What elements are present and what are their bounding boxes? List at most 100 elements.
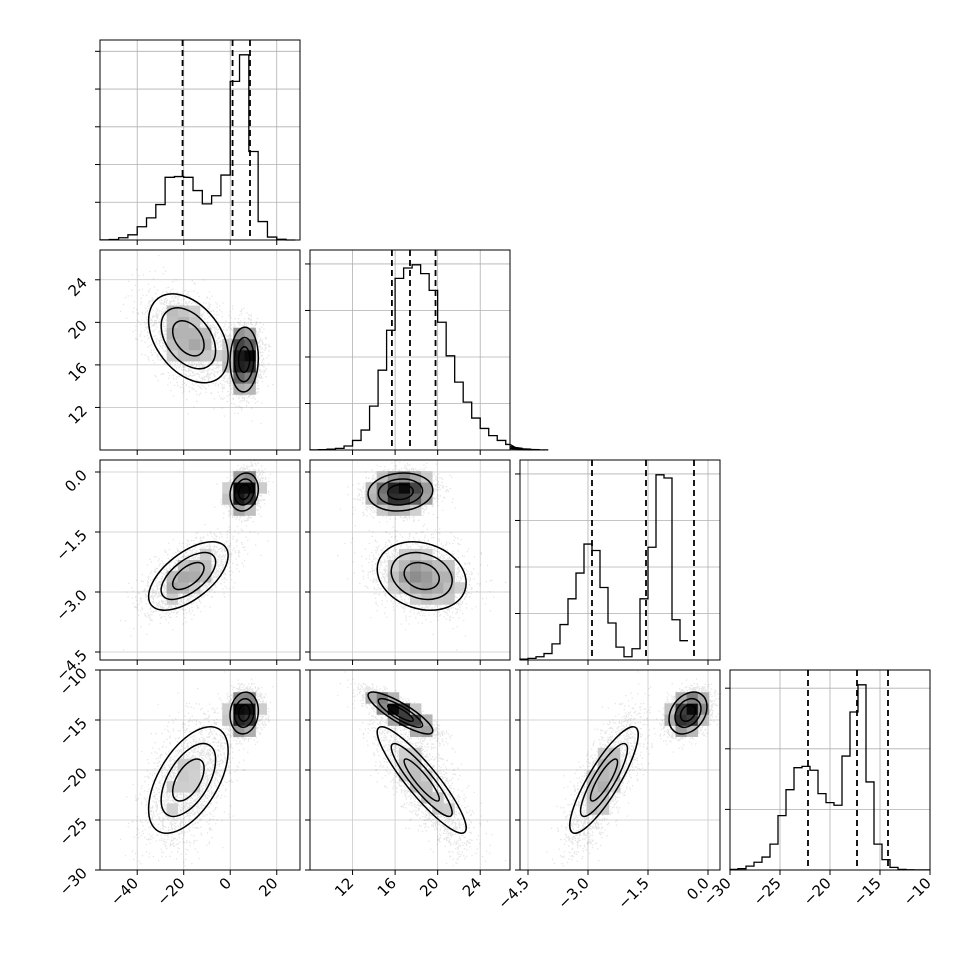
density-cell	[421, 792, 433, 804]
density-cell	[222, 493, 234, 505]
density-cell	[233, 714, 245, 726]
density-cell	[365, 692, 377, 704]
density-cell	[421, 482, 433, 494]
density-cell	[244, 692, 256, 704]
contour-line	[147, 293, 229, 384]
density-cell	[166, 781, 179, 793]
density-cell	[376, 482, 389, 494]
contour-line	[171, 319, 205, 357]
density-cell	[421, 781, 433, 793]
density-cell	[200, 560, 212, 572]
density-cell	[686, 703, 699, 715]
density-cell	[686, 714, 699, 726]
density-cell	[166, 571, 179, 583]
contour-line	[237, 483, 251, 501]
histogram-panel-4	[725, 669, 931, 871]
density-cell	[244, 493, 256, 505]
density-cell	[177, 582, 190, 594]
x-tick-label: 24	[459, 874, 485, 900]
contour-line	[403, 758, 441, 802]
contour-line	[233, 478, 255, 506]
contour-line	[160, 742, 217, 818]
density-cell	[421, 571, 433, 583]
density-cell	[410, 770, 422, 782]
density-cell	[244, 703, 256, 715]
contour-line	[229, 472, 260, 512]
density-cell	[398, 560, 411, 572]
density-cell	[410, 493, 422, 505]
density-cell	[376, 692, 389, 704]
x-tick-label: 20	[255, 874, 281, 900]
panel-grid: −30 −25 −20 −15 −10 12 16 20 24 −4.5 −3.0 −1.5 0.0 −4…	[52, 39, 935, 913]
density-cell	[177, 316, 190, 329]
contour-line	[569, 726, 639, 834]
density-cell	[188, 327, 201, 340]
density-cell	[177, 781, 190, 793]
density-cell	[410, 781, 422, 793]
density-cell	[675, 692, 687, 704]
contour-line	[229, 326, 260, 393]
x-tick-label: −40	[107, 874, 142, 909]
histogram-panel-3	[515, 459, 721, 661]
contour-line	[377, 697, 424, 729]
y-tick-label: 12	[65, 402, 91, 428]
density-cell	[244, 372, 256, 384]
density-cell	[365, 493, 377, 505]
density-cell	[200, 327, 212, 340]
density-cell	[177, 327, 190, 340]
density-cell	[410, 714, 422, 726]
density-cell	[586, 803, 599, 815]
density-cell	[188, 338, 201, 351]
density-cell	[410, 482, 422, 494]
x-tick-label: 0	[216, 874, 235, 893]
contour-line	[233, 697, 255, 729]
density-cell	[410, 560, 422, 572]
density-cell	[586, 781, 599, 793]
density-cell	[244, 714, 256, 726]
joint-panel-2-4	[309, 669, 511, 871]
density-cell	[244, 482, 256, 494]
density-cell	[376, 493, 389, 505]
density-cell	[608, 770, 621, 782]
density-cell	[188, 305, 201, 317]
density-cell	[398, 582, 411, 594]
density-cell	[211, 350, 223, 362]
density-cell	[432, 582, 444, 594]
density-cell	[177, 770, 190, 782]
x-tick-label: 12	[331, 874, 357, 900]
density-cell	[697, 692, 710, 704]
histogram-step	[309, 264, 549, 451]
density-cell	[365, 482, 377, 494]
contour-line	[160, 307, 217, 370]
x-tick-label: 20	[416, 874, 442, 900]
density-cell	[177, 571, 190, 583]
contour-line	[367, 691, 434, 735]
density-cell	[177, 560, 190, 572]
density-cell	[200, 338, 212, 351]
y-tick-label: 20	[65, 316, 91, 342]
y-tick-label: −20	[56, 764, 91, 799]
density-cell	[387, 471, 400, 483]
density-cell	[255, 703, 267, 715]
contour-line	[579, 742, 629, 818]
density-cell	[387, 504, 400, 516]
density-cell	[432, 803, 444, 815]
density-cell	[255, 482, 267, 494]
contour-line	[679, 703, 697, 722]
contour-line	[386, 483, 414, 501]
density-cell	[421, 471, 433, 483]
contour-line	[403, 561, 441, 591]
x-tick-label: −3.0	[554, 874, 592, 912]
y-tick-label: 16	[65, 359, 91, 385]
y-tick-label: −25	[56, 814, 91, 849]
contour-line	[668, 691, 708, 735]
density-cell	[421, 493, 433, 505]
x-tick-label: −25	[750, 874, 785, 909]
density-cell	[233, 338, 245, 351]
density-cell	[454, 582, 466, 594]
joint-panel-2-3	[309, 459, 511, 661]
density-cell	[233, 383, 245, 395]
density-cell	[188, 316, 201, 329]
x-tick-label: −15	[850, 874, 885, 909]
